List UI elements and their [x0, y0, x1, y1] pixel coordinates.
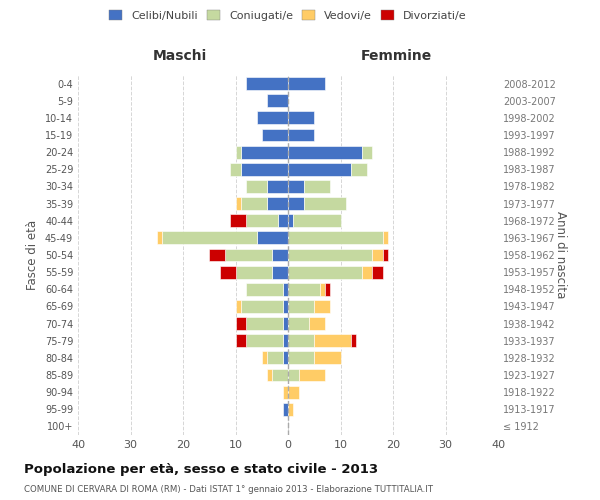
Bar	[267, 368, 272, 382]
Bar	[383, 232, 388, 244]
Bar	[246, 180, 267, 193]
Bar	[304, 197, 346, 210]
Bar	[283, 352, 288, 364]
Bar	[325, 283, 330, 296]
Bar	[267, 180, 288, 193]
Bar	[283, 334, 288, 347]
Bar	[246, 77, 288, 90]
Bar	[304, 180, 330, 193]
Bar	[361, 266, 372, 278]
Bar	[246, 214, 277, 227]
Bar	[241, 197, 267, 210]
Text: Maschi: Maschi	[153, 48, 207, 62]
Bar	[157, 232, 162, 244]
Bar	[235, 197, 241, 210]
Bar	[288, 248, 372, 262]
Bar	[246, 283, 283, 296]
Bar	[277, 214, 288, 227]
Bar	[288, 266, 361, 278]
Bar	[241, 300, 283, 313]
Bar	[288, 283, 320, 296]
Y-axis label: Anni di nascita: Anni di nascita	[554, 212, 567, 298]
Bar	[209, 248, 225, 262]
Bar	[257, 112, 288, 124]
Bar	[230, 214, 246, 227]
Bar	[309, 317, 325, 330]
Bar	[283, 283, 288, 296]
Bar	[235, 317, 246, 330]
Bar	[241, 146, 288, 158]
Bar	[283, 386, 288, 398]
Bar	[288, 232, 383, 244]
Bar	[288, 368, 299, 382]
Text: Popolazione per età, sesso e stato civile - 2013: Popolazione per età, sesso e stato civil…	[24, 462, 378, 475]
Bar	[267, 352, 283, 364]
Y-axis label: Fasce di età: Fasce di età	[26, 220, 39, 290]
Bar	[272, 368, 288, 382]
Bar	[162, 232, 257, 244]
Bar	[225, 248, 272, 262]
Bar	[288, 146, 361, 158]
Bar	[288, 352, 314, 364]
Bar	[288, 214, 293, 227]
Bar	[283, 317, 288, 330]
Bar	[283, 300, 288, 313]
Text: COMUNE DI CERVARA DI ROMA (RM) - Dati ISTAT 1° gennaio 2013 - Elaborazione TUTTI: COMUNE DI CERVARA DI ROMA (RM) - Dati IS…	[24, 485, 433, 494]
Bar	[288, 163, 351, 175]
Bar	[267, 197, 288, 210]
Bar	[288, 112, 314, 124]
Bar	[351, 163, 367, 175]
Bar	[267, 94, 288, 107]
Bar	[288, 197, 304, 210]
Bar	[288, 403, 293, 415]
Bar	[272, 248, 288, 262]
Text: Femmine: Femmine	[361, 48, 431, 62]
Bar	[288, 386, 299, 398]
Bar	[288, 128, 314, 141]
Bar	[288, 300, 314, 313]
Bar	[235, 334, 246, 347]
Bar	[288, 317, 309, 330]
Bar	[314, 300, 330, 313]
Bar	[230, 163, 241, 175]
Bar	[262, 352, 267, 364]
Bar	[299, 368, 325, 382]
Bar	[246, 317, 283, 330]
Bar	[314, 352, 341, 364]
Bar	[372, 248, 383, 262]
Bar	[288, 334, 314, 347]
Bar	[293, 214, 341, 227]
Legend: Celibi/Nubili, Coniugati/e, Vedovi/e, Divorziati/e: Celibi/Nubili, Coniugati/e, Vedovi/e, Di…	[107, 8, 469, 24]
Bar	[361, 146, 372, 158]
Bar	[241, 163, 288, 175]
Bar	[235, 266, 272, 278]
Bar	[288, 180, 304, 193]
Bar	[283, 403, 288, 415]
Bar	[257, 232, 288, 244]
Bar	[372, 266, 383, 278]
Bar	[246, 334, 283, 347]
Bar	[220, 266, 235, 278]
Bar	[262, 128, 288, 141]
Bar	[288, 77, 325, 90]
Bar	[272, 266, 288, 278]
Bar	[235, 300, 241, 313]
Bar	[320, 283, 325, 296]
Bar	[383, 248, 388, 262]
Bar	[351, 334, 356, 347]
Bar	[314, 334, 351, 347]
Bar	[235, 146, 241, 158]
